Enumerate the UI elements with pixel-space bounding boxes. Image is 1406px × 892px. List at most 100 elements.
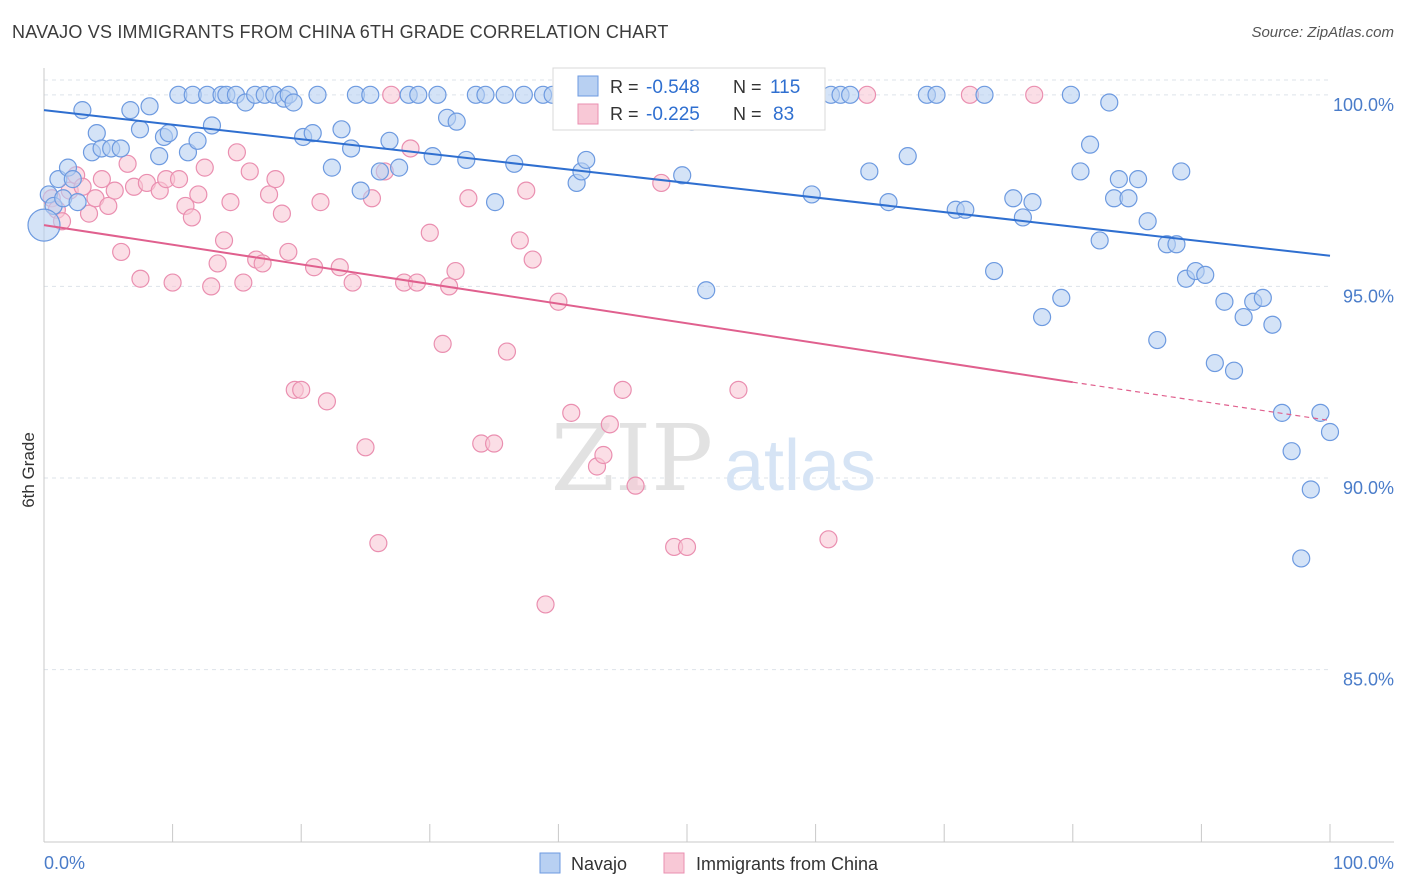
china-trend-extension [1072,381,1331,422]
navajo-point [342,139,361,158]
legend-r-label-navajo: R = [610,77,639,97]
china-point [227,143,246,162]
navajo-point [1301,480,1320,499]
chart-title: NAVAJO VS IMMIGRANTS FROM CHINA 6TH GRAD… [12,22,669,42]
china-point [562,403,581,422]
navajo-point [1196,265,1215,285]
legend-n-value-navajo: 115 [770,77,800,98]
navajo-point [985,261,1004,281]
x-tick-labels: 0.0% 100.0% [44,853,1394,873]
navajo-point [159,124,178,143]
china-point [99,196,118,216]
china-point [118,154,137,173]
series-china-points [42,85,1044,614]
navajo-point [361,85,380,104]
navajo-point [927,85,946,104]
y-tick-label: 100.0% [1333,95,1394,115]
trend-lines [43,109,1331,422]
navajo-point [1090,231,1109,250]
china-point [356,438,375,457]
navajo-point [1061,85,1080,104]
china-point [234,273,253,292]
china-point [523,250,542,269]
navajo-point [1071,162,1090,181]
china-point [208,254,227,273]
china-point [510,231,529,250]
navajo-point [303,124,322,143]
bottom-legend-china: Immigrants from China [696,854,879,874]
navajo-point [1320,422,1340,442]
x-tick-label: 0.0% [44,853,85,873]
navajo-point [1263,315,1282,334]
china-point [266,170,285,189]
china-point [343,273,362,292]
watermark-atlas: atlas [724,426,876,506]
legend-n-label-china: N = [733,104,762,124]
china-point [369,534,388,553]
china-point [79,204,99,223]
china-point [330,258,349,277]
navajo-point [1080,135,1100,154]
china-point [279,242,298,262]
china-point [202,277,221,296]
china-point [594,445,613,465]
navajo-point [879,193,898,212]
china-point [195,158,214,177]
navajo-point [351,181,370,200]
navajo-point [284,93,303,112]
navajo-point [202,116,222,135]
navajo-point [409,85,428,104]
chart-source: Source: ZipAtlas.com [1251,24,1394,41]
bottom-legend-swatch-china [663,852,685,874]
navajo-point [476,85,495,104]
navajo-point [1253,288,1272,308]
china-point [221,193,240,212]
navajo-point [495,85,514,104]
china-point [613,380,632,399]
navajo-point [1004,189,1023,208]
navajo-point [802,185,821,204]
navajo-point [577,150,596,170]
china-point [401,139,420,158]
china-point [112,242,131,262]
x-tick-label: 100.0% [1333,853,1394,873]
china-point [163,273,182,292]
navajo-point [697,281,716,300]
china-point [485,434,504,453]
china-point [131,269,150,288]
navajo-point [1023,193,1042,212]
navajo-point [188,131,207,150]
navajo-point [332,120,351,139]
china-point [459,189,478,208]
watermark-zip: ZIP [551,405,713,512]
navajo-point [1215,292,1234,311]
china-point [626,476,645,495]
navajo-point [1138,212,1157,231]
navajo-point [63,170,82,189]
china-point [92,170,111,189]
navajo-point [447,112,466,131]
navajo-point [370,162,389,181]
navajo-point [1292,549,1311,568]
navajo-point [457,150,476,170]
legend-n-value-china: 83 [773,104,794,125]
china-point [272,204,292,223]
china-point [729,380,748,399]
china-point [446,261,465,281]
china-point [420,223,439,242]
legend-swatch-china [577,103,599,125]
legend-r-label-china: R = [610,104,639,124]
y-tick-label: 85.0% [1343,670,1394,690]
navajo-point [140,97,159,116]
y-tick-label: 90.0% [1343,478,1394,498]
navajo-point [1052,288,1071,308]
navajo-point [860,162,879,181]
navajo-point [514,85,533,104]
china-point [536,595,555,614]
navajo-point [1282,442,1301,461]
china-point [382,85,401,104]
china-point [317,392,337,411]
navajo-point [1013,208,1032,227]
navajo-trend-line [43,109,1331,257]
china-point [214,231,234,250]
